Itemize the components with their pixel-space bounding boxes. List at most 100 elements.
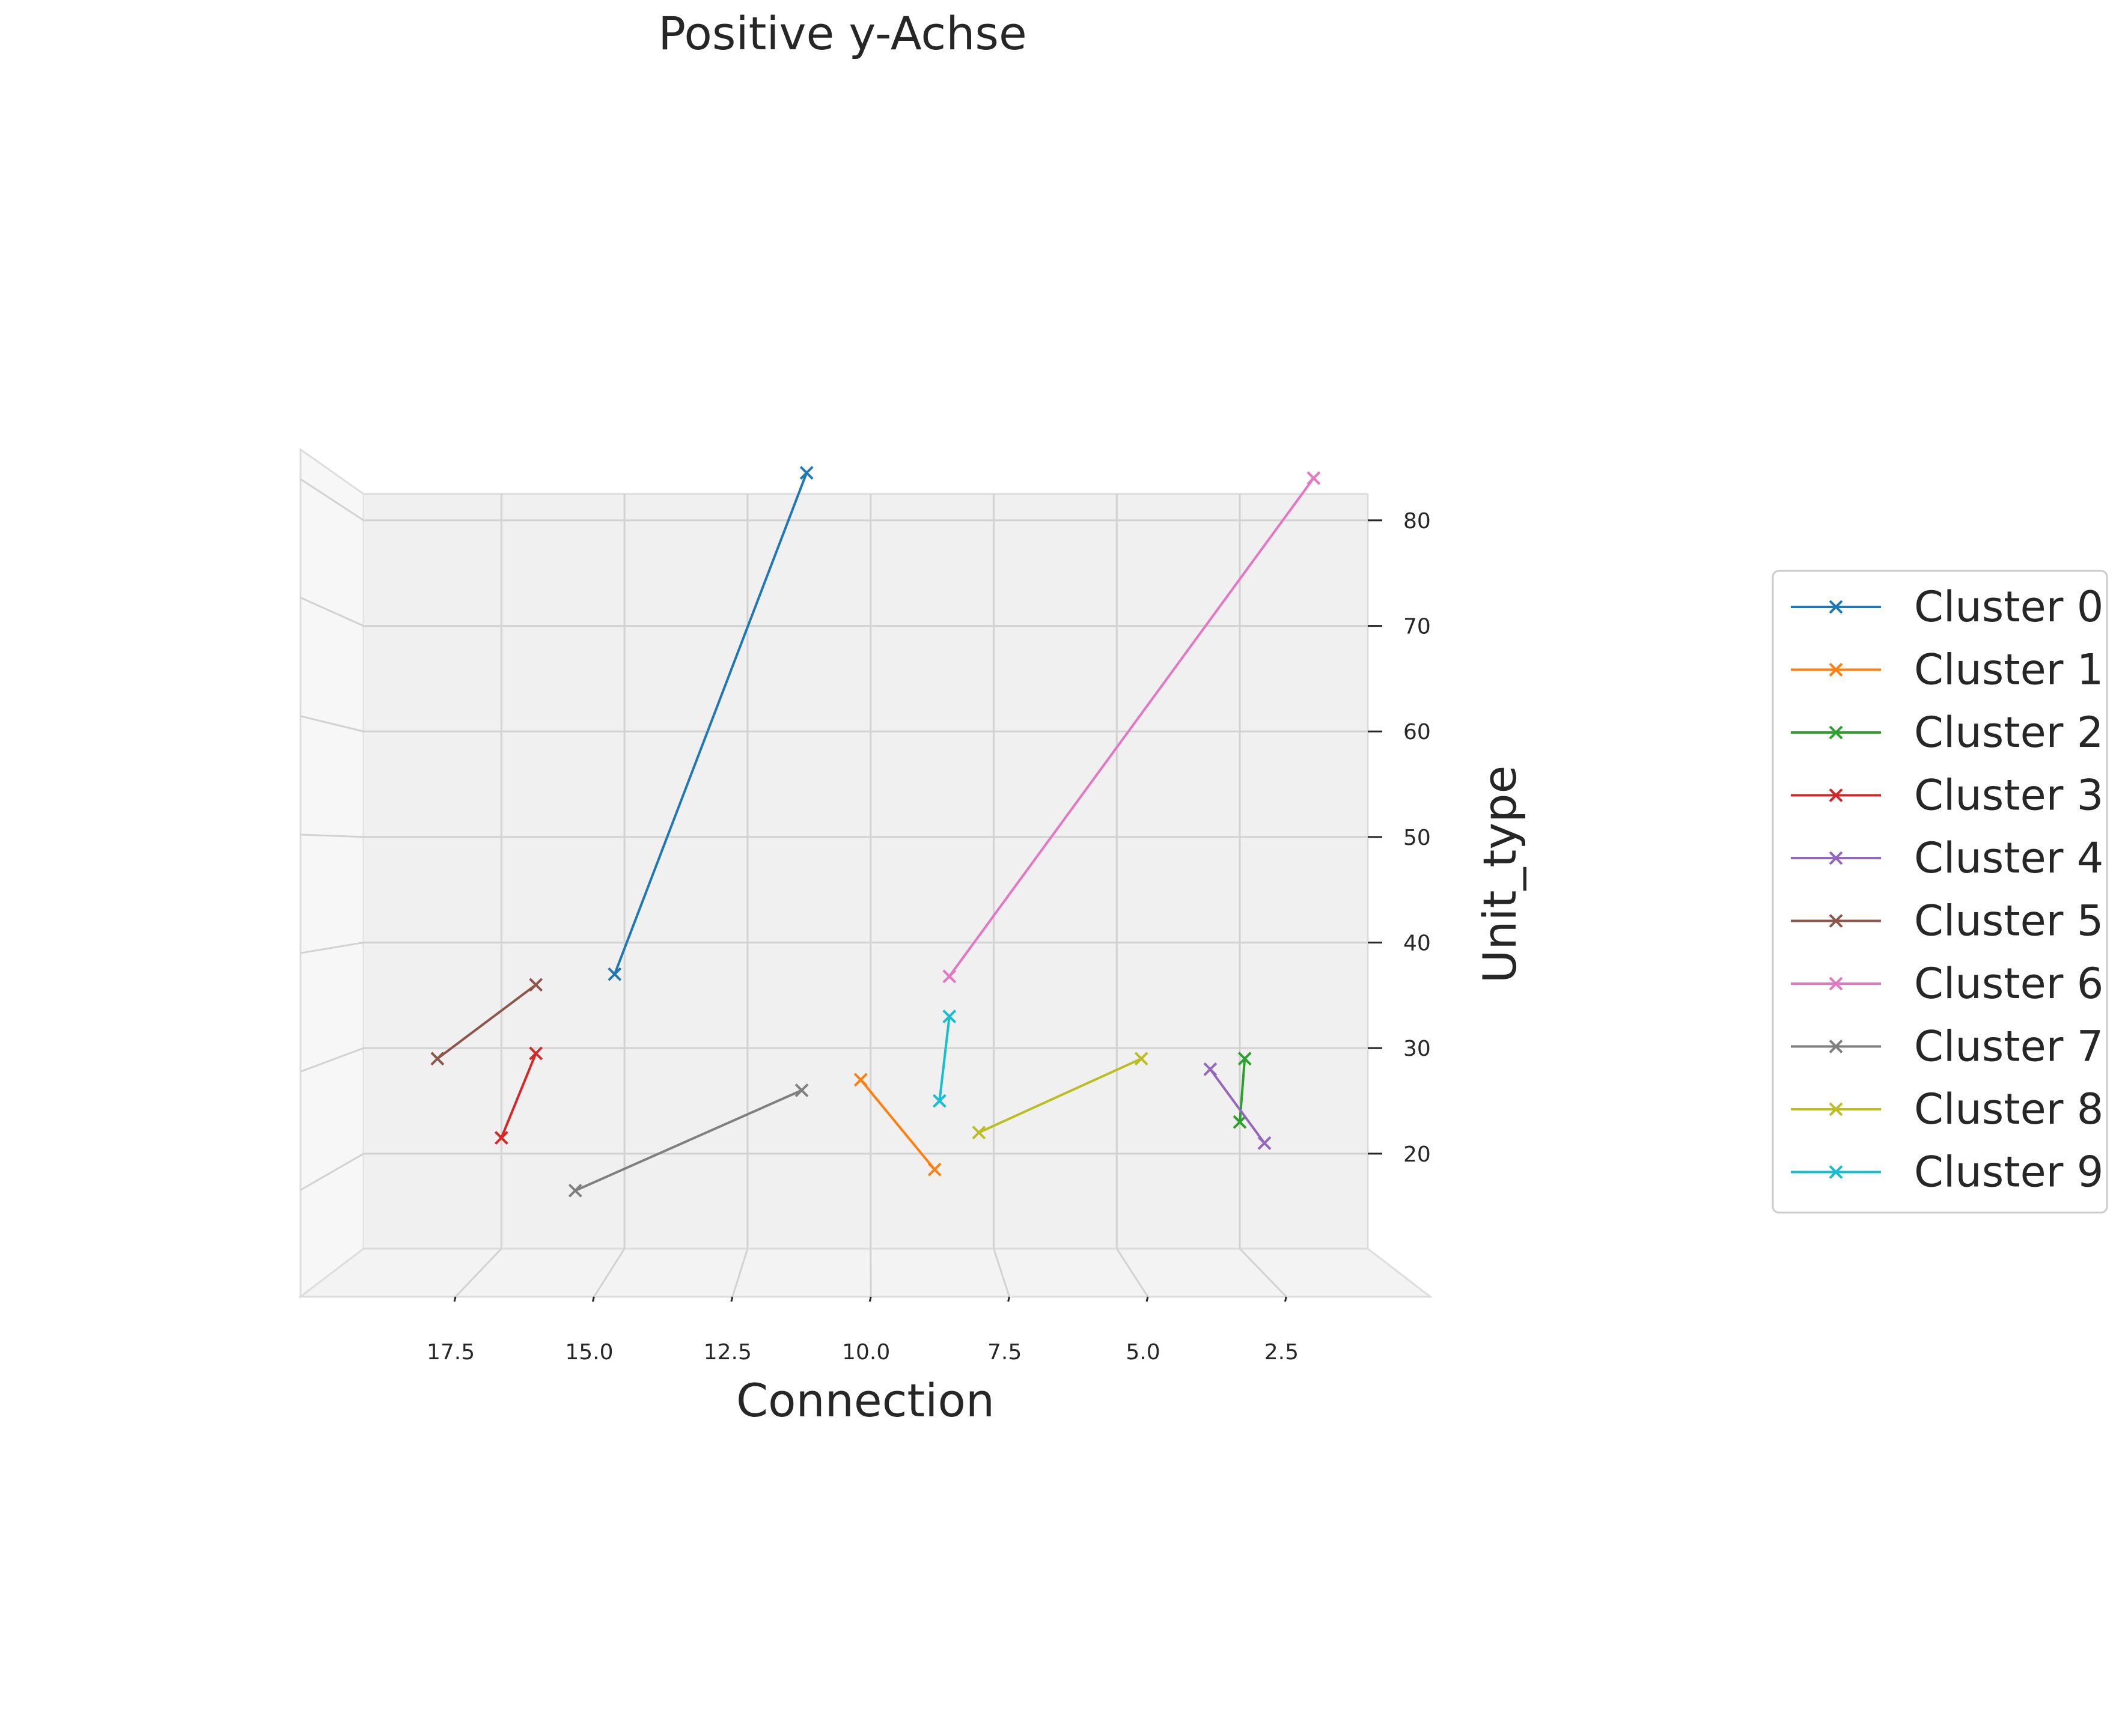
x-tick-mark xyxy=(1284,1296,1287,1302)
x-tick-mark xyxy=(453,1296,457,1302)
y-tick-label: 20 xyxy=(1403,1142,1431,1167)
data-point-marker xyxy=(927,1162,942,1177)
chart-title: Positive y-Achse xyxy=(658,7,1027,60)
series-line xyxy=(978,1057,1142,1134)
series-cluster-1 xyxy=(853,1073,942,1177)
x-floor-gridline xyxy=(593,1248,626,1297)
x-floor-gridline xyxy=(454,1247,502,1298)
data-point-marker xyxy=(430,1052,445,1066)
legend-label: Cluster 7 xyxy=(1914,1022,2103,1071)
y-tick-label: 60 xyxy=(1403,720,1431,745)
left-pane xyxy=(299,448,365,1299)
series-cluster-3 xyxy=(494,1046,543,1145)
floor-pane xyxy=(297,1247,1433,1298)
series-line xyxy=(1209,1068,1266,1144)
series-line xyxy=(436,984,537,1060)
series-line xyxy=(859,1079,936,1171)
data-point-marker xyxy=(1203,1062,1218,1076)
y-side-gridline xyxy=(300,1047,364,1073)
legend: Cluster 0 Cluster 1 Cluster 2 Cluster 3 Clus… xyxy=(1772,570,2108,1214)
axis-ticks: 17.5 15.0 12.5 10.0 7.5 5.0 2.5 20 30 40 50 60 70 80 xyxy=(427,509,1431,1365)
legend-entry: Cluster 2 xyxy=(1791,708,2103,757)
legend-label: Cluster 4 xyxy=(1914,833,2103,883)
x-floor-gridline xyxy=(1115,1248,1149,1297)
x-floor-gridline xyxy=(731,1248,749,1297)
legend-label: Cluster 8 xyxy=(1914,1085,2103,1134)
x-tick-mark xyxy=(730,1296,734,1302)
data-point-marker xyxy=(932,1094,947,1108)
series-cluster-0 xyxy=(608,466,814,981)
data-point-marker xyxy=(942,1010,957,1023)
legend-label: Cluster 2 xyxy=(1914,708,2103,757)
x-tick-mark xyxy=(868,1296,872,1302)
data-point-marker xyxy=(972,1125,986,1140)
x-tick-label: 15.0 xyxy=(565,1340,613,1365)
data-point-marker xyxy=(1233,1115,1247,1129)
data-point-marker xyxy=(1257,1136,1272,1150)
legend-entry: Cluster 8 xyxy=(1791,1085,2103,1134)
series-cluster-8 xyxy=(972,1052,1148,1140)
x-tick-mark xyxy=(1007,1296,1011,1302)
x-tick-label: 12.5 xyxy=(704,1340,752,1365)
y-side-gridline xyxy=(300,942,364,954)
series-cluster-4 xyxy=(1203,1062,1272,1150)
y-side-gridline xyxy=(300,597,364,627)
x-floor-gridline xyxy=(993,1248,1011,1297)
data-point-marker xyxy=(794,1083,809,1097)
data-point-marker xyxy=(1237,1052,1252,1066)
data-point-marker xyxy=(1134,1052,1148,1066)
y-tick-label: 40 xyxy=(1403,931,1431,956)
series-cluster-6 xyxy=(942,471,1321,984)
y-side-gridline xyxy=(300,478,364,522)
data-point-marker xyxy=(529,1046,543,1061)
data-point-marker xyxy=(568,1183,582,1198)
axes-panes xyxy=(297,448,1433,1299)
legend-entry: Cluster 4 xyxy=(1791,833,2103,883)
series-line xyxy=(500,1053,537,1139)
x-tick-label: 17.5 xyxy=(427,1340,475,1365)
x-tick-mark xyxy=(591,1296,595,1302)
legend-entry: Cluster 1 xyxy=(1791,645,2103,695)
legend-label: Cluster 6 xyxy=(1914,959,2103,1008)
series-cluster-7 xyxy=(568,1083,809,1198)
legend-entry: Cluster 9 xyxy=(1791,1148,2103,1197)
data-point-marker xyxy=(1306,471,1321,486)
legend-label: Cluster 0 xyxy=(1914,582,2103,632)
x-tick-label: 10.0 xyxy=(842,1340,890,1365)
x-tick-mark xyxy=(1145,1296,1149,1302)
data-point-marker xyxy=(853,1073,868,1087)
y-side-gridline xyxy=(300,833,364,838)
y-tick-label: 30 xyxy=(1403,1037,1431,1061)
x-tick-label: 2.5 xyxy=(1264,1340,1299,1365)
x-tick-label: 5.0 xyxy=(1126,1340,1160,1365)
legend-label: Cluster 3 xyxy=(1914,771,2103,820)
legend-entry: Cluster 0 xyxy=(1791,582,2103,632)
x-floor-gridline xyxy=(1239,1247,1287,1298)
data-point-marker xyxy=(942,969,957,984)
series-line xyxy=(938,1016,951,1101)
legend-entry: Cluster 6 xyxy=(1791,959,2103,1008)
y-side-gridline xyxy=(300,1153,364,1191)
data-point-marker xyxy=(799,466,814,480)
x-tick-label: 7.5 xyxy=(987,1340,1022,1365)
legend-label: Cluster 5 xyxy=(1914,897,2103,946)
data-series xyxy=(430,466,1321,1198)
series-cluster-5 xyxy=(430,978,543,1066)
x-axis-label: Connection xyxy=(736,1374,995,1427)
legend-entry: Cluster 3 xyxy=(1791,771,2103,820)
back-pane xyxy=(364,494,1368,1249)
series-line xyxy=(948,477,1315,977)
series-line xyxy=(613,472,808,975)
legend-label: Cluster 9 xyxy=(1914,1148,2103,1197)
data-point-marker xyxy=(494,1131,508,1145)
y-axis-label: Unit_type xyxy=(1473,766,1526,983)
legend-entry: Cluster 7 xyxy=(1791,1022,2103,1071)
y-side-gridline xyxy=(300,715,364,732)
legend-label: Cluster 1 xyxy=(1914,645,2103,695)
series-cluster-9 xyxy=(932,1010,957,1108)
data-point-marker xyxy=(608,967,622,981)
y-tick-label: 70 xyxy=(1403,615,1431,639)
data-point-marker xyxy=(529,978,543,992)
y-tick-label: 50 xyxy=(1403,826,1431,850)
